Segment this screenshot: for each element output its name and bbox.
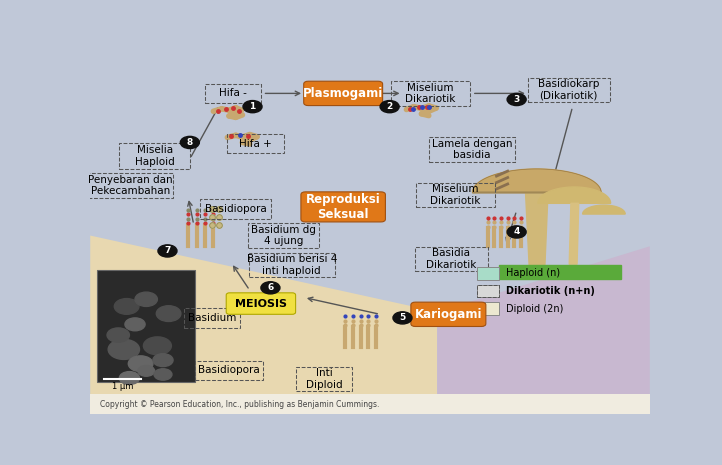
Circle shape: [108, 339, 139, 359]
Text: Miselia
Haploid: Miselia Haploid: [135, 145, 175, 167]
Circle shape: [507, 226, 526, 238]
Circle shape: [135, 292, 157, 306]
Circle shape: [380, 100, 399, 113]
Polygon shape: [526, 193, 548, 272]
Text: Basidium berisi 4
inti haploid: Basidium berisi 4 inti haploid: [246, 254, 337, 276]
Text: Inti
Diploid: Inti Diploid: [306, 368, 342, 390]
Polygon shape: [499, 265, 621, 279]
Polygon shape: [583, 205, 625, 214]
Text: Hifa -: Hifa -: [219, 88, 247, 99]
FancyBboxPatch shape: [477, 285, 499, 298]
Text: Basidiopora: Basidiopora: [205, 204, 266, 214]
Circle shape: [156, 306, 181, 321]
Circle shape: [154, 369, 172, 380]
FancyBboxPatch shape: [304, 81, 383, 106]
Circle shape: [107, 328, 129, 342]
Text: Diploid (2n): Diploid (2n): [506, 304, 563, 314]
FancyBboxPatch shape: [226, 293, 295, 314]
Circle shape: [138, 365, 155, 376]
FancyBboxPatch shape: [411, 302, 486, 326]
Text: Hifa +: Hifa +: [239, 139, 271, 148]
Text: 6: 6: [267, 283, 274, 292]
Circle shape: [129, 356, 153, 372]
Circle shape: [507, 93, 526, 106]
Text: Kariogami: Kariogami: [414, 308, 482, 321]
FancyBboxPatch shape: [477, 303, 499, 315]
Circle shape: [158, 245, 177, 257]
Text: Copyright © Pearson Education, Inc., publishing as Benjamin Cummings.: Copyright © Pearson Education, Inc., pub…: [100, 400, 380, 409]
Polygon shape: [472, 169, 601, 193]
Text: MEIOSIS: MEIOSIS: [235, 299, 287, 309]
Text: 8: 8: [187, 138, 193, 147]
Text: Basidiopora: Basidiopora: [198, 365, 260, 375]
Polygon shape: [538, 187, 611, 203]
Circle shape: [125, 318, 145, 331]
Bar: [90, 394, 650, 414]
Text: Basidium: Basidium: [188, 313, 236, 323]
Text: Dikariotik (n+n): Dikariotik (n+n): [506, 286, 595, 296]
Text: Basidiokarp
(Dikariotik): Basidiokarp (Dikariotik): [538, 79, 599, 100]
Text: Plasmogami: Plasmogami: [303, 87, 383, 100]
Circle shape: [393, 312, 412, 324]
Text: 2: 2: [386, 102, 393, 111]
Text: Reproduksi
Seksual: Reproduksi Seksual: [306, 193, 380, 221]
Circle shape: [153, 354, 173, 366]
Circle shape: [180, 136, 199, 148]
Circle shape: [261, 282, 280, 294]
Text: 7: 7: [165, 246, 170, 255]
Text: Miselium
Dikariotik: Miselium Dikariotik: [430, 184, 480, 206]
FancyBboxPatch shape: [477, 267, 499, 279]
Text: 3: 3: [513, 95, 520, 104]
Polygon shape: [569, 203, 579, 264]
Circle shape: [243, 100, 262, 113]
Text: Lamela dengan
basidia: Lamela dengan basidia: [432, 139, 512, 160]
Circle shape: [119, 372, 139, 385]
Text: 4: 4: [513, 227, 520, 237]
Text: 1 µm: 1 µm: [112, 383, 134, 392]
Circle shape: [144, 337, 171, 355]
FancyBboxPatch shape: [97, 270, 195, 382]
Text: Basidia
Dikariotik: Basidia Dikariotik: [426, 248, 477, 270]
Text: Miselium
Dikariotik: Miselium Dikariotik: [405, 83, 456, 104]
Text: Haploid (n): Haploid (n): [506, 268, 560, 278]
FancyBboxPatch shape: [301, 192, 386, 222]
Polygon shape: [438, 246, 650, 414]
Circle shape: [114, 299, 139, 314]
Text: Basidium dg
4 ujung: Basidium dg 4 ujung: [251, 225, 316, 246]
Polygon shape: [90, 236, 438, 414]
Text: 5: 5: [399, 313, 406, 322]
Text: Penyebaran dan
Pekecambahan: Penyebaran dan Pekecambahan: [88, 175, 173, 196]
Text: 1: 1: [249, 102, 256, 111]
